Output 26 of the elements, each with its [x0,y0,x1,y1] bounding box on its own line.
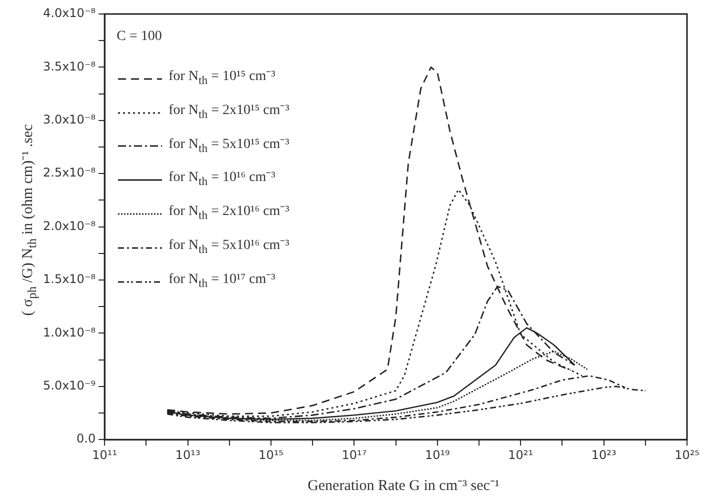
legend-label: for N$_{th}$ = 5x10¹⁶ cm⁻³ [168,236,290,258]
x-tick-label: 10¹⁵ [258,448,284,462]
legend-label: for N$_{th}$ = 10¹⁵ cm⁻³ [168,68,276,89]
x-tick-label: 10¹⁹ [424,448,450,462]
x-tick-label: 10²¹ [508,448,534,462]
x-tick-label: 10²⁵ [674,448,700,462]
x-axis-title: Generation Rate G in cm⁻³ sec⁻¹ [306,477,500,495]
x-tick-label: 10¹³ [175,448,200,462]
annotation: C = 100 [116,28,163,46]
y-tick-label: 0.0 [76,432,96,446]
y-tick-label: 2.5x10⁻⁸ [42,166,96,180]
legend-label: for N$_{th}$ = 2x10¹⁵ cm⁻³ [168,102,290,123]
x-tick-label: 10¹¹ [92,448,118,462]
y-tick-label: 5.0x10⁻⁹ [42,378,96,393]
y-tick-label: 4.0x10⁻⁸ [42,6,96,20]
y-tick-label: 3.5x10⁻⁸ [42,59,96,74]
y-tick-label: 2.0x10⁻⁸ [42,218,96,233]
legend-label: for N$_{th}$ = 10¹⁷ cm⁻³ [168,270,276,292]
x-tick-label: 10¹⁷ [342,448,367,462]
legend-label: for N$_{th}$ = 2x10¹⁶ cm⁻³ [168,203,290,224]
y-tick-label: 3.0x10⁻⁸ [42,112,96,127]
x-tick-label: 10²³ [591,448,616,462]
legend-label: for N$_{th}$ = 10¹⁶ cm⁻³ [168,169,276,190]
legend-label: for N$_{th}$ = 5x10¹⁵ cm⁻³ [168,136,290,156]
y-tick-label: 1.0x10⁻⁸ [42,325,96,340]
y-tick-label: 1.5x10⁻⁸ [42,272,96,286]
